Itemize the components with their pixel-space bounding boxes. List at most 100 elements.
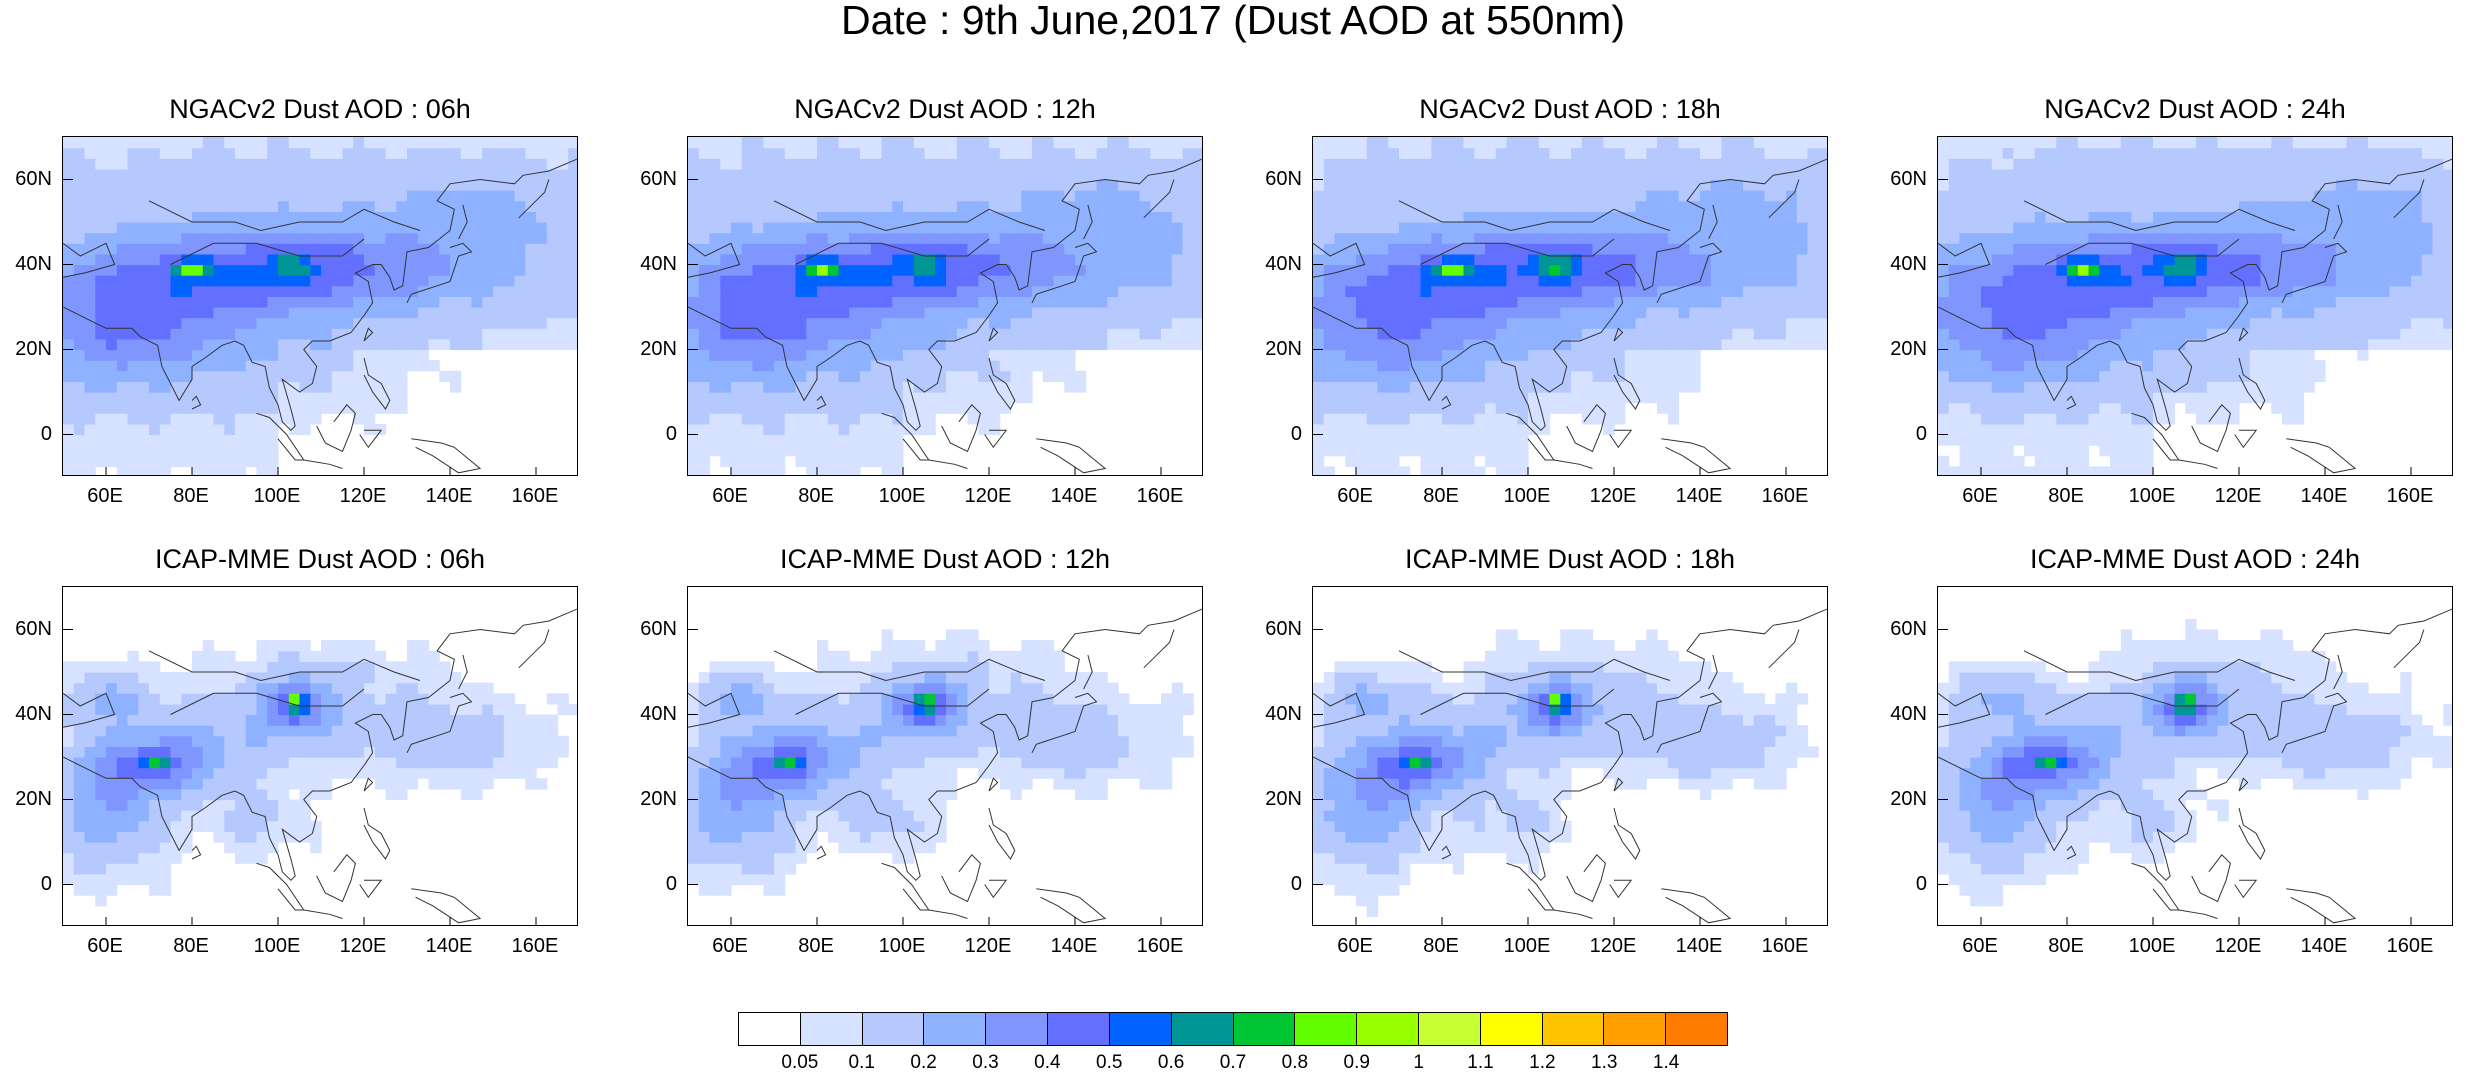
aod-cell [935, 158, 946, 169]
aod-cell [720, 296, 731, 307]
aod-cell [214, 456, 225, 467]
aod-cell [1000, 360, 1011, 371]
aod-cell [117, 318, 128, 329]
aod-cell [2196, 148, 2207, 159]
aod-cell [117, 403, 128, 414]
aod-cell [1032, 275, 1043, 286]
aod-cell [246, 137, 257, 148]
aod-cell [1797, 222, 1808, 233]
aod-cell [138, 243, 149, 254]
aod-cell [2261, 360, 2272, 371]
aod-cell [1539, 233, 1550, 244]
aod-cell [343, 254, 354, 265]
aod-cell [925, 371, 936, 382]
aod-cell [1313, 137, 1324, 148]
aod-cell [1313, 286, 1324, 297]
aod-cell [2099, 435, 2110, 446]
aod-cell [2078, 466, 2089, 476]
aod-cell [1550, 158, 1561, 169]
aod-cell [439, 371, 450, 382]
aod-cell [720, 201, 731, 212]
aod-cell [688, 296, 699, 307]
aod-cell [2013, 286, 2024, 297]
aod-cell [1485, 339, 1496, 350]
aod-cell [1981, 424, 1992, 435]
aod-cell [935, 190, 946, 201]
aod-cell [1517, 169, 1528, 180]
aod-cell [2261, 190, 2272, 201]
aod-cell [720, 169, 731, 180]
aod-cell [1442, 286, 1453, 297]
aod-cell [839, 286, 850, 297]
aod-cell [1550, 318, 1561, 329]
aod-cell [1399, 275, 1410, 286]
aod-cell [720, 137, 731, 148]
aod-cell [2099, 254, 2110, 265]
aod-cell [138, 424, 149, 435]
aod-cell [796, 275, 807, 286]
aod-cell [482, 318, 493, 329]
aod-cell [1442, 201, 1453, 212]
aod-cell [1722, 243, 1733, 254]
aod-cell [1657, 392, 1668, 403]
aod-cell [407, 350, 418, 361]
aod-cell [2121, 275, 2132, 286]
aod-cell [267, 456, 278, 467]
aod-cell [2013, 328, 2024, 339]
aod-cell [224, 275, 235, 286]
aod-cell [450, 296, 461, 307]
aod-cell [472, 296, 483, 307]
aod-cell [1172, 211, 1183, 222]
aod-cell [1097, 148, 1108, 159]
aod-cell [753, 445, 764, 456]
aod-cell [2304, 275, 2315, 286]
aod-cell [774, 456, 785, 467]
aod-cell [2089, 211, 2100, 222]
aod-cell [504, 286, 515, 297]
aod-cell [1345, 201, 1356, 212]
aod-cell [1625, 339, 1636, 350]
aod-cell [1539, 307, 1550, 318]
aod-cell [2067, 392, 2078, 403]
aod-cell [1097, 180, 1108, 191]
aod-cell [278, 318, 289, 329]
aod-cell [461, 328, 472, 339]
aod-cell [2046, 296, 2057, 307]
aod-cell [332, 381, 343, 392]
aod-cell [1367, 233, 1378, 244]
aod-cell [1679, 371, 1690, 382]
aod-cell [95, 254, 106, 265]
aod-cell [731, 190, 742, 201]
aod-cell [731, 413, 742, 424]
aod-cell [1378, 339, 1389, 350]
aod-cell [1797, 286, 1808, 297]
aod-cell [214, 148, 225, 159]
aod-cell [2035, 413, 2046, 424]
aod-cell [353, 233, 364, 244]
aod-cell [1097, 137, 1108, 148]
aod-cell [364, 180, 375, 191]
aod-cell [1700, 296, 1711, 307]
aod-cell [1431, 360, 1442, 371]
aod-cell [2239, 275, 2250, 286]
aod-cell [246, 243, 257, 254]
aod-cell [2121, 466, 2132, 476]
aod-cell [1625, 137, 1636, 148]
aod-cell [1075, 296, 1086, 307]
aod-cell [989, 190, 1000, 201]
aod-cell [214, 381, 225, 392]
aod-cell [257, 392, 268, 403]
aod-cell [1765, 148, 1776, 159]
aod-cell [63, 339, 74, 350]
aod-cell [2056, 413, 2067, 424]
aod-cell [364, 190, 375, 201]
aod-cell [2121, 350, 2132, 361]
aod-cell [2142, 456, 2153, 467]
aod-cell [558, 328, 569, 339]
aod-cell [1550, 243, 1561, 254]
aod-cell [2056, 466, 2067, 476]
aod-cell [493, 243, 504, 254]
aod-cell [1313, 190, 1324, 201]
aod-cell [2282, 360, 2293, 371]
aod-cell [1657, 339, 1668, 350]
